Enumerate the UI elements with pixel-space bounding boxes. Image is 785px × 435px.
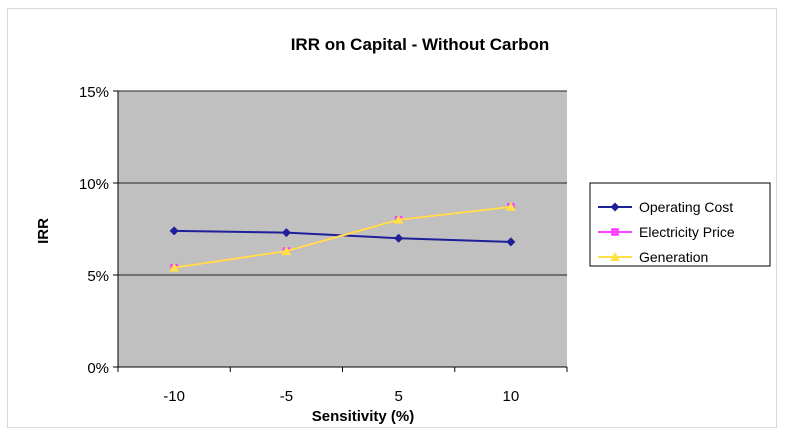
chart-frame: IRR on Capital - Without Carbon 0% 5% 10% 1… — [7, 8, 777, 428]
data-point-operating-cost — [169, 226, 179, 236]
data-point-generation — [169, 262, 180, 272]
data-point-operating-cost — [394, 233, 404, 243]
x-tick-label: -5 — [280, 388, 293, 405]
gridlines — [118, 90, 567, 276]
data-point-operating-cost — [281, 228, 291, 238]
data-point-generation — [505, 201, 516, 211]
y-tick-label: 10% — [79, 176, 109, 193]
legend-box — [589, 182, 771, 267]
legend-marker-generation — [610, 252, 620, 261]
series-line-generation — [173, 205, 511, 269]
x-axis-label: Sensitivity (%) — [312, 408, 415, 425]
y-tick-label: 5% — [87, 268, 109, 285]
legend-marker-electricity-price — [611, 228, 619, 236]
x-tick-label: 5 — [394, 388, 402, 405]
series-layer — [169, 201, 516, 272]
data-point-operating-cost — [506, 237, 516, 247]
data-point-generation — [281, 246, 292, 256]
legend: Operating Cost Electricity Price Generatio… — [589, 182, 771, 267]
irr-line-chart: IRR on Capital - Without Carbon 0% 5% 10% 1… — [35, 35, 771, 425]
legend-label-generation: Generation — [639, 249, 708, 265]
y-tick-label: 15% — [79, 84, 109, 101]
axes: 0% 5% 10% 15% -10 -5 5 10 — [79, 84, 568, 405]
y-tick-label: 0% — [87, 360, 109, 377]
chart-title: IRR on Capital - Without Carbon — [291, 35, 550, 54]
legend-marker-operating-cost — [610, 202, 620, 212]
legend-label-electricity-price: Electricity Price — [639, 224, 735, 240]
data-point-generation — [393, 214, 404, 224]
x-tick-label: -10 — [163, 388, 185, 405]
plot-area — [118, 91, 567, 367]
y-axis-label: IRR — [35, 218, 52, 244]
legend-label-operating-cost: Operating Cost — [639, 199, 733, 215]
x-tick-label: 10 — [503, 388, 520, 405]
